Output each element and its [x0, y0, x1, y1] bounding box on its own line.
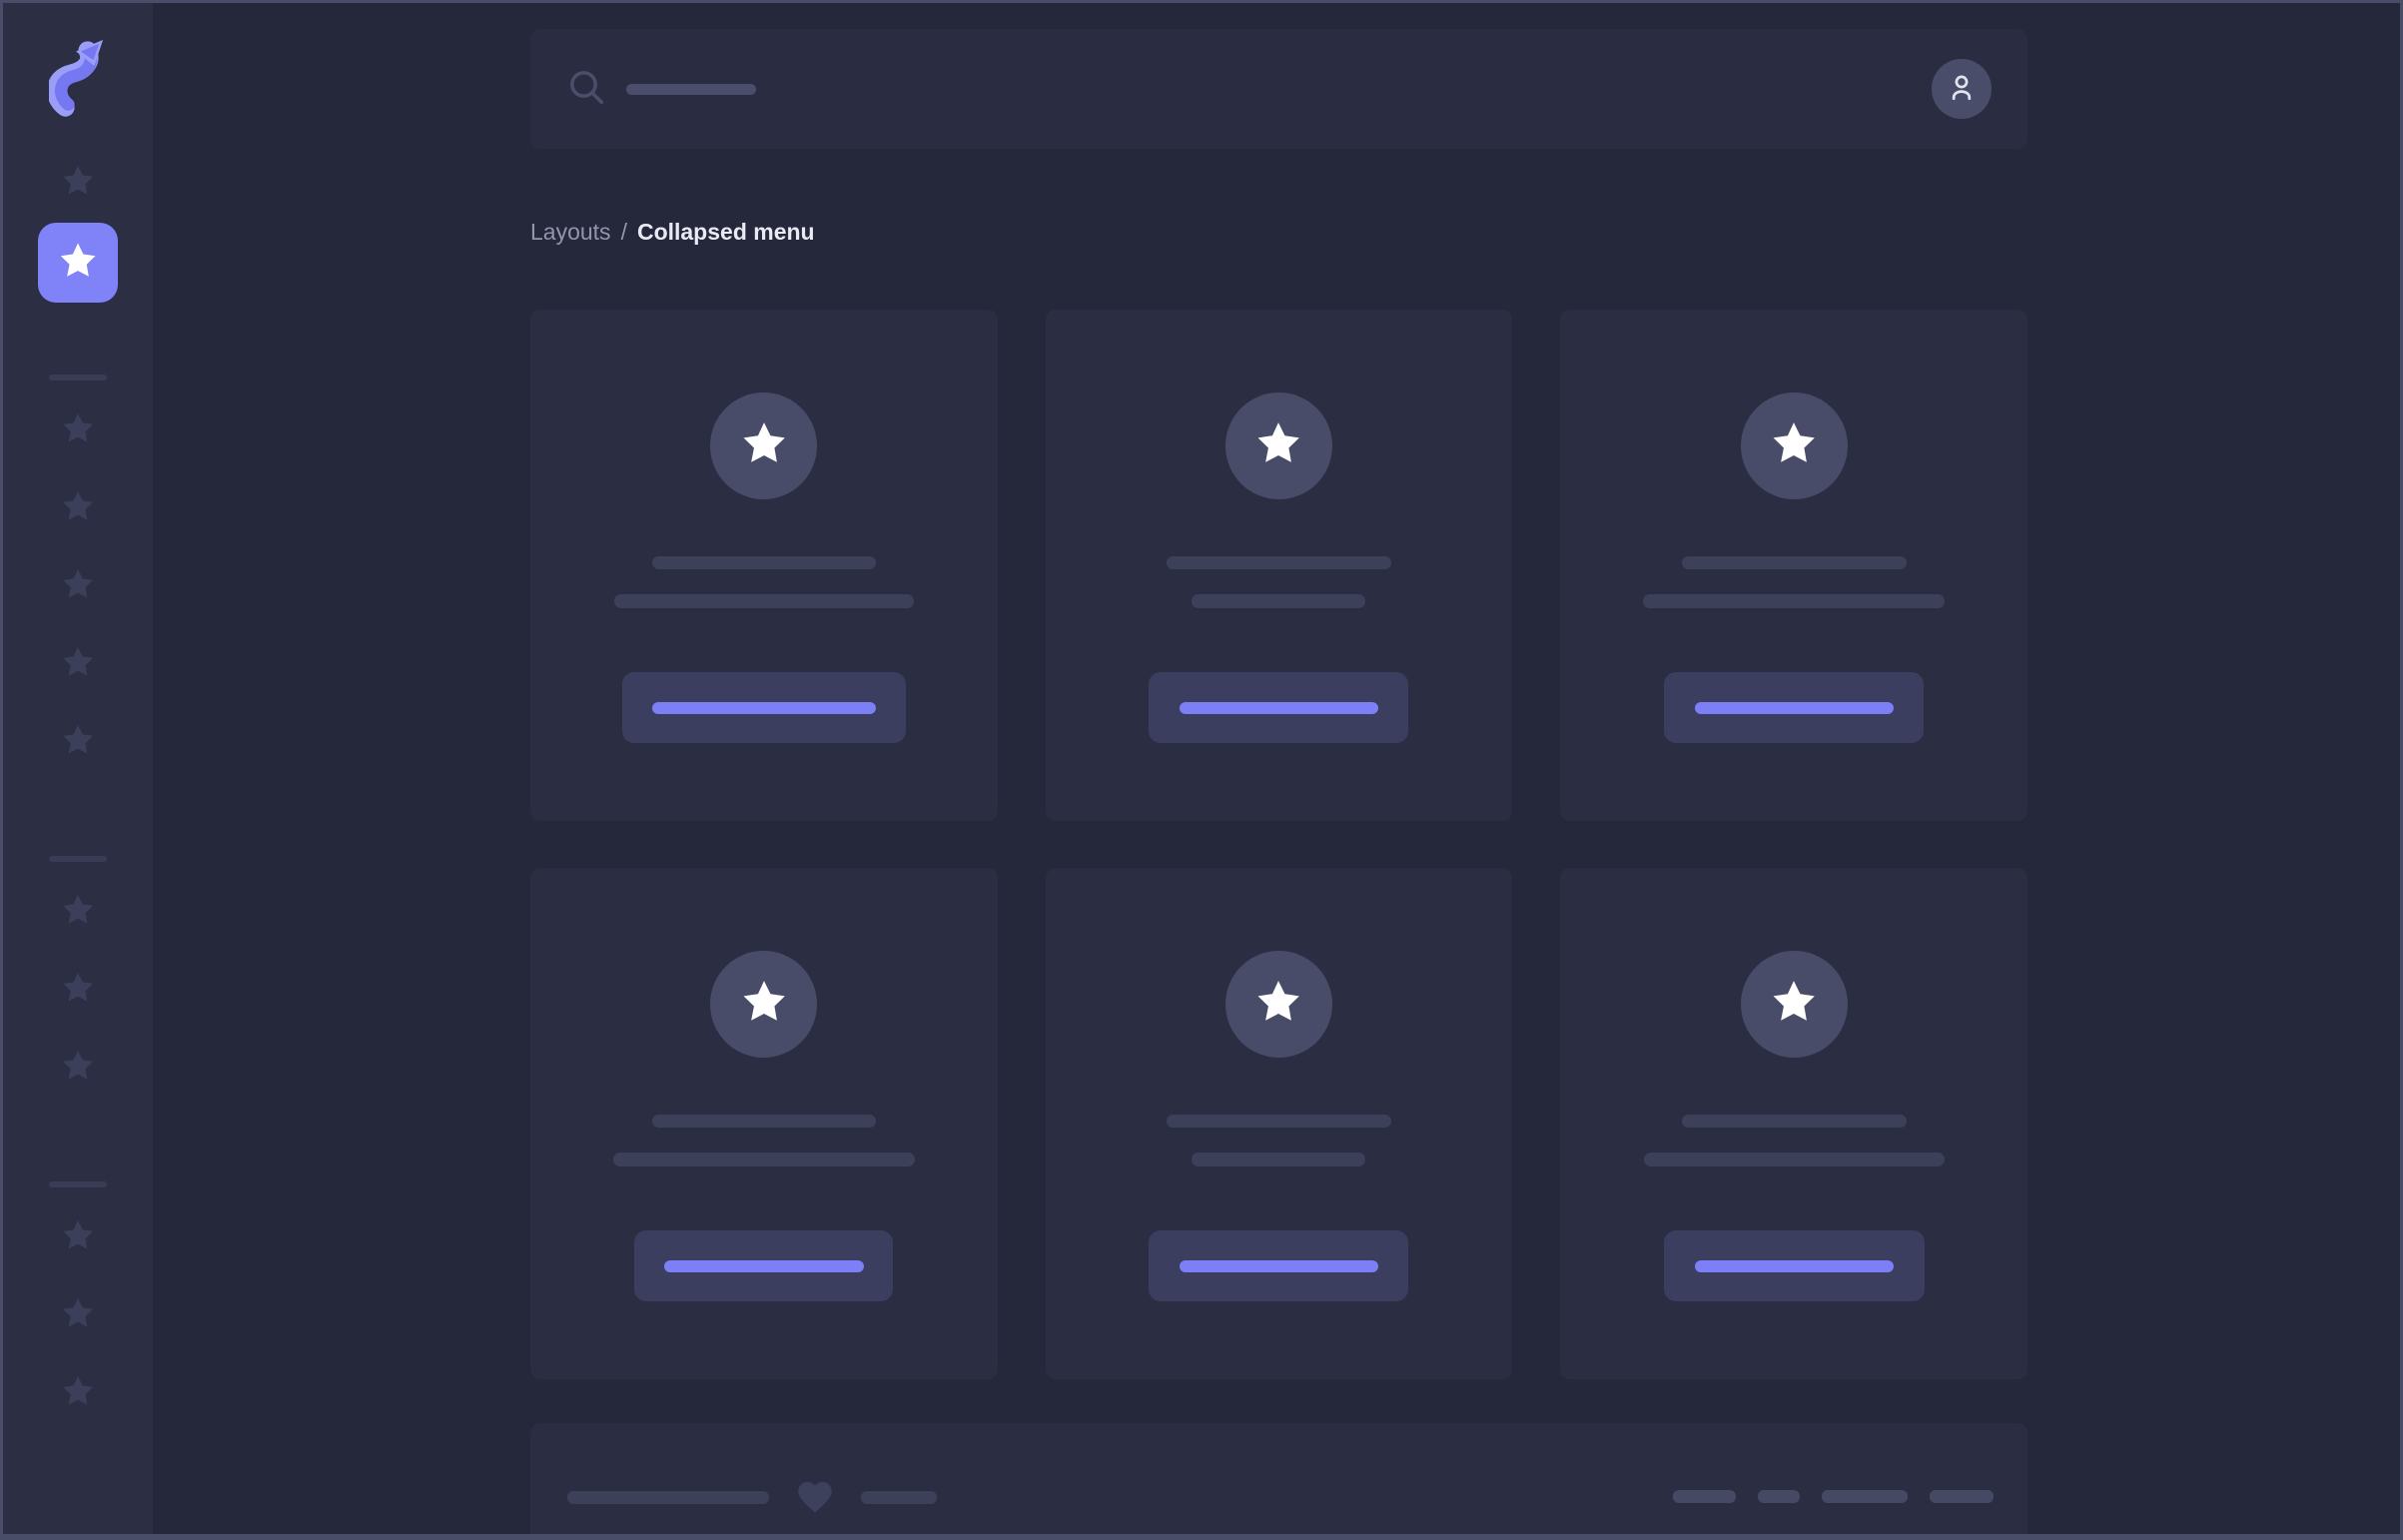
card-avatar	[710, 392, 818, 499]
card-skeleton-line-2	[1192, 1153, 1366, 1166]
star-icon	[1769, 977, 1819, 1032]
footer-skeleton-line-1	[567, 1490, 769, 1504]
card-skeleton-line-2	[1643, 1153, 1945, 1166]
card-button-label-skeleton	[1179, 701, 1378, 714]
star-icon	[60, 722, 96, 763]
sidebar-item-star[interactable]	[58, 1373, 98, 1413]
breadcrumb-separator: /	[620, 219, 627, 245]
footer-link-pill	[1758, 1490, 1800, 1503]
card-button-label-skeleton	[663, 1259, 864, 1272]
card-skeleton-line-1	[1681, 1115, 1907, 1128]
footer-link-pill	[1822, 1490, 1908, 1503]
sidebar-groups	[3, 303, 153, 1413]
card-skeleton-line-1	[1681, 556, 1907, 569]
card-avatar	[1740, 392, 1848, 499]
star-icon	[1253, 977, 1303, 1032]
star-icon	[60, 410, 96, 451]
user-avatar-button[interactable]	[1932, 59, 1992, 119]
sidebar-group	[3, 303, 153, 762]
sidebar-item-star[interactable]	[58, 722, 98, 762]
star-icon	[60, 1048, 96, 1089]
card-button[interactable]	[621, 672, 906, 743]
sidebar-item-star[interactable]	[58, 410, 98, 450]
sidebar-group	[3, 762, 153, 1088]
sidebar-item-star[interactable]	[58, 970, 98, 1010]
footer-left	[567, 1477, 937, 1517]
card-button-label-skeleton	[651, 701, 876, 714]
skeleton-card	[530, 868, 998, 1379]
sidebar-group	[3, 1088, 153, 1413]
sidebar-item-star[interactable]	[58, 1048, 98, 1088]
card-avatar	[710, 951, 818, 1058]
card-button[interactable]	[1149, 672, 1409, 743]
search-icon	[566, 67, 606, 112]
star-icon	[739, 418, 789, 473]
card-skeleton-line-1	[1166, 1115, 1391, 1128]
sidebar-item-star[interactable]	[58, 892, 98, 932]
card-avatar	[1740, 951, 1848, 1058]
skeleton-card	[1560, 310, 2027, 821]
card-button[interactable]	[1149, 1230, 1409, 1301]
skeleton-card	[1045, 310, 1513, 821]
sidebar-item-star[interactable]	[58, 1295, 98, 1335]
star-icon	[1769, 418, 1819, 473]
star-icon	[60, 163, 96, 204]
footer-bar	[530, 1423, 2027, 1534]
footer-link-pill	[1673, 1490, 1736, 1503]
card-skeleton-line-2	[1192, 594, 1366, 608]
user-icon	[1944, 70, 1980, 109]
card-grid	[530, 310, 2027, 1379]
card-button-label-skeleton	[1694, 1259, 1894, 1272]
breadcrumb-current: Collapsed menu	[636, 219, 815, 245]
card-skeleton-line-2	[612, 1153, 915, 1166]
breadcrumb: Layouts / Collapsed menu	[530, 218, 2027, 246]
footer-skeleton-line-2	[861, 1490, 937, 1504]
heart-icon	[795, 1477, 835, 1517]
star-icon	[60, 566, 96, 607]
card-skeleton-line-1	[1166, 556, 1391, 569]
star-icon	[60, 1373, 96, 1414]
card-skeleton-line-2	[1643, 594, 1946, 608]
breadcrumb-parent-link[interactable]: Layouts	[530, 219, 611, 245]
star-icon	[739, 977, 789, 1032]
card-button[interactable]	[1664, 672, 1925, 743]
star-icon	[57, 240, 99, 287]
skeleton-card	[1560, 868, 2027, 1379]
star-icon	[60, 1217, 96, 1258]
card-skeleton-line-1	[651, 1115, 876, 1128]
card-skeleton-line-1	[651, 556, 876, 569]
sidebar	[3, 3, 153, 1534]
sidebar-item-star-active[interactable]	[38, 223, 118, 303]
card-button-label-skeleton	[1179, 1259, 1378, 1272]
sidebar-item-star[interactable]	[58, 163, 98, 203]
card-button[interactable]	[1663, 1230, 1925, 1301]
footer-link-pill	[1930, 1490, 1994, 1503]
card-button[interactable]	[634, 1230, 894, 1301]
skeleton-card	[1045, 868, 1513, 1379]
star-icon	[60, 970, 96, 1011]
sidebar-divider	[49, 1181, 107, 1187]
sidebar-divider	[49, 375, 107, 381]
sidebar-item-star[interactable]	[58, 566, 98, 606]
search-input-placeholder-skeleton[interactable]	[626, 83, 756, 95]
card-avatar	[1224, 392, 1332, 499]
card-skeleton-line-2	[613, 594, 914, 608]
footer-links	[1673, 1477, 1994, 1503]
star-icon	[60, 892, 96, 933]
card-avatar	[1224, 951, 1332, 1058]
star-icon	[1253, 418, 1303, 473]
sidebar-divider	[49, 856, 107, 862]
sidebar-item-star[interactable]	[58, 1217, 98, 1257]
search-bar[interactable]	[530, 29, 2027, 149]
sidebar-item-star[interactable]	[58, 488, 98, 528]
card-button-label-skeleton	[1694, 701, 1894, 714]
skeleton-card	[530, 310, 998, 821]
star-icon	[60, 644, 96, 685]
sidebar-item-star[interactable]	[58, 644, 98, 684]
star-icon	[60, 1295, 96, 1336]
main-area: Layouts / Collapsed menu	[153, 3, 2400, 1534]
star-icon	[60, 488, 96, 529]
app-logo-icon[interactable]	[47, 36, 107, 117]
